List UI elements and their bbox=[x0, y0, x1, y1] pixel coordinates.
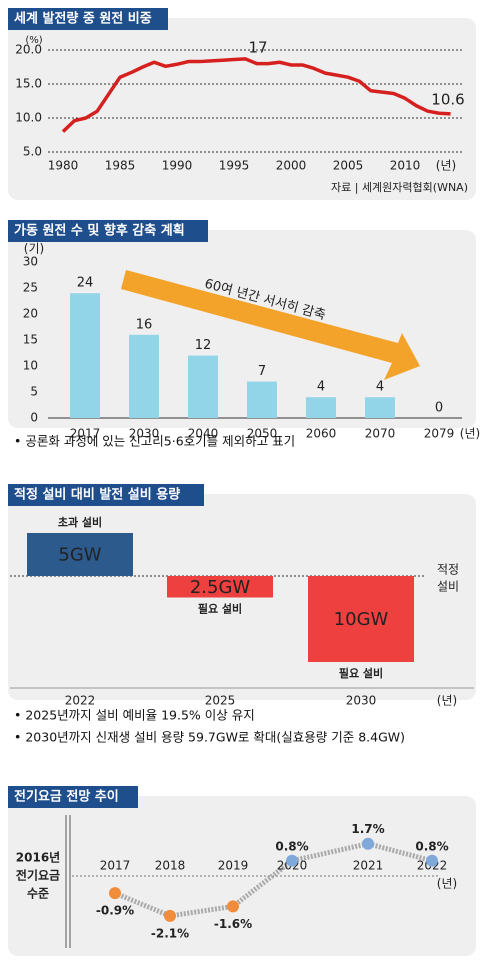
point bbox=[286, 854, 298, 867]
x-tick-label: 1980 bbox=[48, 159, 79, 173]
x-unit: (년) bbox=[460, 427, 480, 441]
chart-title: 세계 발전량 중 원전 비중 bbox=[14, 11, 152, 27]
annotation: 10.6 bbox=[431, 91, 464, 109]
y-tick-label: 10.0 bbox=[15, 111, 42, 125]
bar bbox=[365, 397, 395, 418]
line bbox=[114, 841, 433, 919]
x-tick-label: 2070 bbox=[365, 427, 396, 441]
y-tick-label: 25 bbox=[23, 281, 38, 295]
x-tick-label: 2021 bbox=[353, 859, 384, 873]
x-tick-label: 2022 bbox=[65, 694, 96, 708]
value-label: 5GW bbox=[58, 545, 101, 566]
value-label: 4 bbox=[376, 380, 384, 395]
value-label: 12 bbox=[195, 338, 212, 353]
panel bbox=[8, 18, 476, 200]
value-label: -0.9% bbox=[96, 904, 134, 918]
bar bbox=[247, 381, 277, 418]
chart-title: 가동 원전 수 및 향후 감축 계획 bbox=[14, 223, 185, 239]
bar-note: 초과 설비 bbox=[58, 515, 102, 529]
point bbox=[426, 854, 438, 867]
y-tick-label: 30 bbox=[23, 255, 38, 269]
value-label: 24 bbox=[77, 276, 94, 291]
value-label: -1.6% bbox=[214, 917, 252, 931]
line bbox=[61, 57, 451, 133]
value-label: 0.8% bbox=[275, 839, 308, 853]
y-tick-label: 5 bbox=[30, 385, 38, 399]
baseline-label: 전기요금 bbox=[16, 868, 60, 883]
x-tick-label: 2019 bbox=[218, 859, 249, 873]
value-label: -2.1% bbox=[151, 926, 189, 940]
y-tick-label: 15.0 bbox=[15, 77, 42, 91]
bar bbox=[129, 334, 159, 418]
y-tick-label: 20.0 bbox=[15, 43, 42, 57]
bar bbox=[27, 533, 133, 576]
bar bbox=[167, 576, 273, 598]
baseline-label: 2016년 bbox=[16, 851, 60, 865]
bar-note: 필요 설비 bbox=[198, 602, 242, 616]
x-tick-label: 2018 bbox=[155, 859, 186, 873]
x-tick-label: 2005 bbox=[333, 159, 364, 173]
x-tick-label: 2000 bbox=[276, 159, 307, 173]
value-label: 2.5GW bbox=[190, 577, 251, 598]
value-label: 7 bbox=[258, 364, 266, 379]
x-unit: (년) bbox=[437, 694, 457, 708]
y-tick-label: 10 bbox=[23, 359, 38, 373]
value-label: 4 bbox=[317, 380, 325, 395]
x-tick-label: 1995 bbox=[219, 159, 250, 173]
x-tick-label: 1990 bbox=[162, 159, 193, 173]
arrow bbox=[121, 270, 420, 380]
x-unit: (년) bbox=[436, 159, 456, 173]
chart-title: 적정 설비 대비 발전 설비 용량 bbox=[14, 487, 180, 503]
x-tick-label: 2079 bbox=[424, 427, 455, 441]
bar bbox=[188, 355, 218, 418]
title-box bbox=[8, 220, 208, 242]
point bbox=[164, 909, 176, 922]
x-unit: (년) bbox=[437, 877, 457, 891]
point bbox=[227, 900, 239, 913]
y-tick-label: 20 bbox=[23, 307, 38, 321]
title-box bbox=[8, 786, 138, 808]
point bbox=[109, 887, 121, 900]
title-box bbox=[8, 484, 204, 506]
y-unit: (기) bbox=[24, 242, 44, 256]
bar-note: 필요 설비 bbox=[339, 666, 383, 680]
y-unit: (%) bbox=[25, 35, 42, 46]
title-box bbox=[8, 8, 168, 30]
bar bbox=[306, 397, 336, 418]
baseline-label: 수준 bbox=[27, 887, 49, 901]
x-tick-label: 2017 bbox=[70, 427, 101, 441]
value-label: 0 bbox=[435, 401, 443, 416]
x-tick-label: 2030 bbox=[346, 694, 377, 708]
value-label: 1.7% bbox=[351, 822, 384, 836]
x-tick-label: 2025 bbox=[205, 694, 236, 708]
value-label: 0.8% bbox=[415, 839, 448, 853]
note: • 공론화 과정에 있는 신고리5·6호기를 제외하고 표기 bbox=[14, 434, 295, 449]
x-tick-label: 1985 bbox=[105, 159, 136, 173]
x-tick-label: 2040 bbox=[188, 427, 219, 441]
x-tick-label: 2060 bbox=[306, 427, 337, 441]
baseline-label: 적정 bbox=[437, 563, 459, 577]
y-tick-label: 5.0 bbox=[23, 145, 42, 159]
x-tick-label: 2010 bbox=[390, 159, 421, 173]
bar bbox=[70, 293, 100, 418]
bar bbox=[308, 576, 414, 662]
chart-title: 전기요금 전망 추이 bbox=[14, 789, 119, 805]
x-tick-label: 2030 bbox=[129, 427, 160, 441]
value-label: 10GW bbox=[334, 609, 389, 630]
note: • 2025년까지 설비 예비율 19.5% 이상 유지 bbox=[14, 708, 255, 723]
x-tick-label: 2050 bbox=[247, 427, 278, 441]
y-tick-label: 0 bbox=[30, 411, 38, 425]
x-tick-label: 2017 bbox=[100, 859, 131, 873]
y-tick-label: 15 bbox=[23, 333, 38, 347]
point bbox=[362, 837, 374, 850]
baseline-label: 설비 bbox=[437, 580, 459, 594]
value-label: 16 bbox=[136, 317, 153, 332]
annotation: 17 bbox=[248, 39, 267, 57]
source: 자료 | 세계원자력협회(WNA) bbox=[331, 181, 468, 194]
note: • 2030년까지 신재생 설비 용량 59.7GW로 확대(실효용량 기준 8… bbox=[14, 730, 405, 745]
